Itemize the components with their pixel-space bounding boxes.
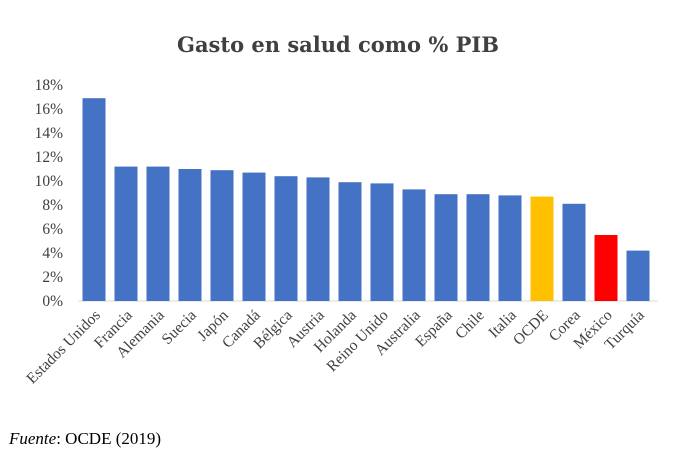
y-tick-label: 18%: [35, 77, 64, 94]
y-tick-label: 0%: [42, 293, 63, 310]
chart-title: Gasto en salud como % PIB: [177, 32, 499, 57]
bar: [178, 169, 202, 301]
y-tick-label: 10%: [35, 173, 64, 190]
bar: [306, 177, 330, 301]
y-axis: 0% 2% 4% 6% 8% 10% 12% 14% 16% 18%: [35, 77, 64, 310]
bars: [82, 98, 650, 301]
bar: [274, 176, 298, 301]
bar: [626, 250, 650, 301]
y-tick-label: 16%: [35, 101, 64, 118]
category-label: OCDE: [510, 307, 552, 349]
source-label: Fuente: [9, 429, 57, 448]
bar: [370, 183, 394, 301]
y-tick-label: 2%: [42, 269, 63, 286]
source-text: : OCDE (2019): [56, 429, 162, 448]
bar: [146, 166, 170, 301]
bar: [114, 166, 138, 301]
category-label: Suecia: [159, 307, 200, 348]
bar: [530, 196, 554, 301]
bar: [242, 172, 266, 301]
bar: [562, 203, 586, 301]
bar: [498, 195, 522, 301]
source-note: Fuente: OCDE (2019): [9, 429, 161, 449]
bar: [82, 98, 106, 301]
bar: [338, 182, 362, 301]
y-tick-label: 6%: [42, 221, 63, 238]
bar: [594, 235, 618, 301]
y-tick-label: 4%: [42, 245, 63, 262]
bar: [210, 170, 234, 301]
bar: [466, 194, 490, 301]
category-label: Chile: [452, 307, 488, 343]
y-tick-label: 14%: [35, 125, 64, 142]
category-label: Estados Unidos: [23, 307, 104, 388]
y-tick-label: 8%: [42, 197, 63, 214]
bar: [434, 194, 458, 301]
bar: [402, 189, 426, 301]
y-tick-label: 12%: [35, 149, 64, 166]
category-label: España: [412, 307, 456, 351]
category-labels: Estados UnidosFranciaAlemaniaSueciaJapón…: [23, 307, 648, 388]
